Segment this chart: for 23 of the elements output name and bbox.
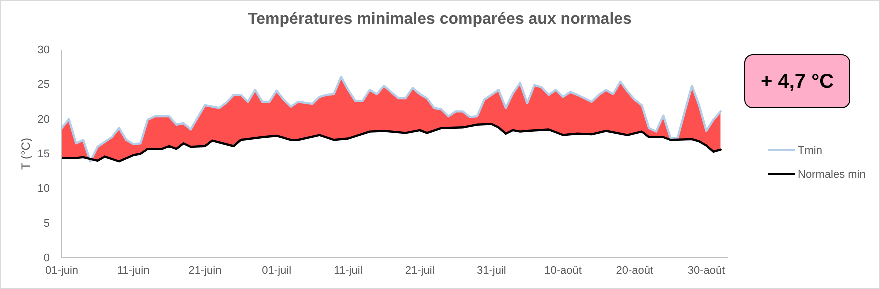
- chart-title: Températures minimales comparées aux normales: [248, 11, 632, 28]
- y-tick-label: 25: [38, 79, 50, 92]
- line-series: [60, 123, 722, 163]
- x-tick-label: 11-juil: [334, 264, 363, 277]
- x-tick-label: 21-juin: [188, 264, 222, 277]
- y-tick-label: 0: [44, 252, 50, 265]
- x-tick-label: 01-juil: [262, 264, 292, 277]
- x-tick-label: 31-juil: [477, 264, 506, 277]
- y-tick-label: 10: [38, 183, 50, 196]
- legend-label: Normales min: [798, 169, 866, 181]
- x-tick-label: 21-juil: [405, 264, 435, 277]
- y-axis-title: T (°C): [19, 138, 33, 170]
- x-tick-label: 10-août: [544, 264, 582, 277]
- legend-label: Tmin: [798, 145, 822, 157]
- x-tick-label: 20-août: [616, 264, 654, 277]
- x-tick-label: 30-août: [688, 264, 726, 277]
- y-tick-label: 15: [38, 148, 50, 161]
- x-tick-label: 01-juin: [45, 264, 79, 277]
- y-tick-label: 5: [44, 218, 50, 230]
- y-tick-label: 20: [38, 114, 50, 126]
- x-tick-label: 11-juin: [118, 264, 150, 277]
- text: + 4,7 °C: [760, 71, 834, 93]
- y-tick-label: 30: [38, 44, 50, 57]
